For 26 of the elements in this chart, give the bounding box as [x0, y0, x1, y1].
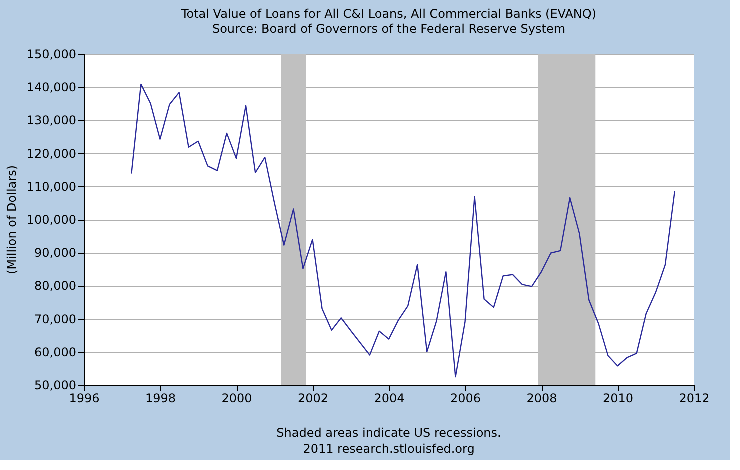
line-series	[131, 84, 676, 378]
y-tick-label: 100,000	[26, 213, 76, 227]
chart-subtitle: Source: Board of Governors of the Federal Reserve System	[212, 22, 566, 36]
text: Shaded areas indicate US recessions.	[276, 426, 502, 440]
y-tick-label: 140,000	[26, 80, 76, 95]
x-tick-label: 2012	[679, 392, 710, 406]
y-tick-label: 120,000	[26, 146, 76, 161]
x-tick-label: 2004	[374, 392, 405, 406]
x-tick-label: 2006	[450, 392, 482, 406]
x-tick-label: 2008	[526, 392, 558, 406]
text: 2011 research.stlouisfed.org	[303, 442, 475, 456]
y-tick-label: 150,000	[26, 48, 76, 62]
y-axis-title: (Million of Dollars)	[4, 166, 19, 274]
y-tick-label: 130,000	[26, 114, 76, 128]
y-tick-label: 110,000	[26, 180, 76, 194]
y-tick-label: 50,000	[34, 378, 76, 392]
x-tick-label: 2000	[222, 392, 252, 406]
x-tick-label: 1996	[69, 392, 100, 406]
x-tick-label: 2010	[602, 392, 634, 406]
y-tick-label: 90,000	[34, 246, 76, 260]
x-tick-label: 2002	[298, 392, 329, 406]
chart-title: Total Value of Loans for All C&I Loans, All Commercial Banks (EVANQ)	[180, 7, 597, 21]
y-tick-label: 80,000	[34, 279, 76, 294]
x-tick-label: 1998	[145, 392, 176, 406]
y-tick-label: 70,000	[34, 312, 76, 326]
y-tick-label: 60,000	[34, 345, 76, 360]
